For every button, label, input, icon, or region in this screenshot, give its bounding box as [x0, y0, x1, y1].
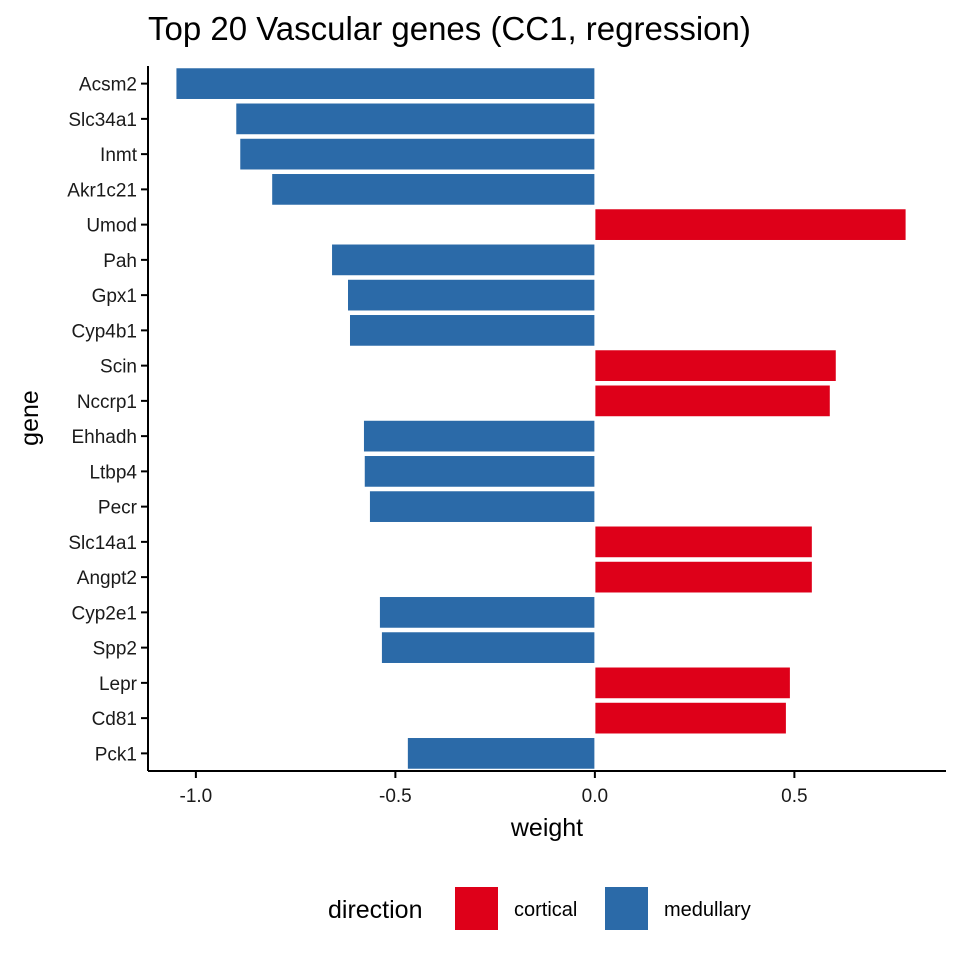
y-tick-label: Spp2 — [93, 639, 137, 660]
legend-swatch-medullary — [605, 887, 648, 930]
y-tick-label: Pah — [103, 251, 137, 272]
bar-angpt2 — [594, 560, 813, 594]
bar-slc14a1 — [594, 525, 813, 559]
bar-scin — [594, 349, 837, 382]
x-tick-label: 0.5 — [781, 786, 807, 807]
bar-inmt — [239, 137, 596, 171]
y-axis: Acsm2 Slc34a1 Inmt Akr1c21 Umod Pah Gpx1 Cyp4b1… — [67, 66, 149, 771]
bar-ehhadh — [362, 419, 596, 453]
x-tick-label: -0.5 — [379, 786, 412, 807]
bar-cyp2e1 — [378, 596, 596, 629]
y-tick-label: Acsm2 — [79, 75, 137, 96]
y-tick-label: Slc14a1 — [68, 533, 137, 554]
y-tick-label: Slc34a1 — [68, 110, 137, 131]
y-tick-label: Cd81 — [92, 709, 137, 730]
y-tick-label: Cyp4b1 — [72, 321, 138, 342]
y-tick-label: Angpt2 — [77, 568, 137, 589]
bar-pah — [331, 243, 596, 277]
y-tick-label: Gpx1 — [92, 286, 137, 307]
y-tick-label: Cyp2e1 — [72, 603, 138, 624]
bar-acsm2 — [175, 67, 596, 100]
legend-title: direction — [328, 896, 423, 924]
x-axis: -1.0 -0.5 0.0 0.5 — [148, 770, 946, 807]
bar-cd81 — [594, 701, 787, 735]
x-tick-label: -1.0 — [180, 786, 213, 807]
y-tick-label: Ltbp4 — [89, 462, 137, 483]
bar-akr1c21 — [271, 173, 596, 206]
bar-slc34a1 — [235, 102, 596, 136]
bar-nccrp1 — [594, 384, 831, 418]
legend-label-cortical: cortical — [514, 899, 577, 921]
y-tick-label: Pecr — [98, 498, 138, 519]
y-tick-label: Umod — [86, 216, 137, 237]
bar-pck1 — [406, 737, 596, 770]
legend-label-medullary: medullary — [664, 899, 751, 921]
bars-group — [175, 67, 907, 770]
bar-spp2 — [380, 631, 596, 664]
bar-ltbp4 — [363, 455, 596, 488]
x-axis-title: weight — [510, 814, 583, 842]
y-tick-label: Nccrp1 — [77, 392, 137, 413]
bar-cyp4b1 — [348, 314, 596, 347]
bar-umod — [594, 208, 907, 241]
y-tick-label: Scin — [100, 357, 137, 378]
y-axis-title: gene — [16, 390, 44, 446]
x-tick-label: 0.0 — [582, 786, 608, 807]
y-tick-label: Pck1 — [95, 744, 137, 765]
y-tick-label: Lepr — [99, 674, 138, 695]
y-tick-label: Ehhadh — [71, 427, 137, 448]
bar-lepr — [594, 666, 791, 700]
y-tick-label: Akr1c21 — [67, 180, 137, 201]
chart-title: Top 20 Vascular genes (CC1, regression) — [148, 10, 751, 47]
legend: direction cortical medullary — [328, 887, 751, 930]
y-tick-label: Inmt — [100, 145, 138, 166]
bar-pecr — [368, 490, 596, 523]
legend-swatch-cortical — [455, 887, 498, 930]
bar-gpx1 — [347, 278, 596, 312]
